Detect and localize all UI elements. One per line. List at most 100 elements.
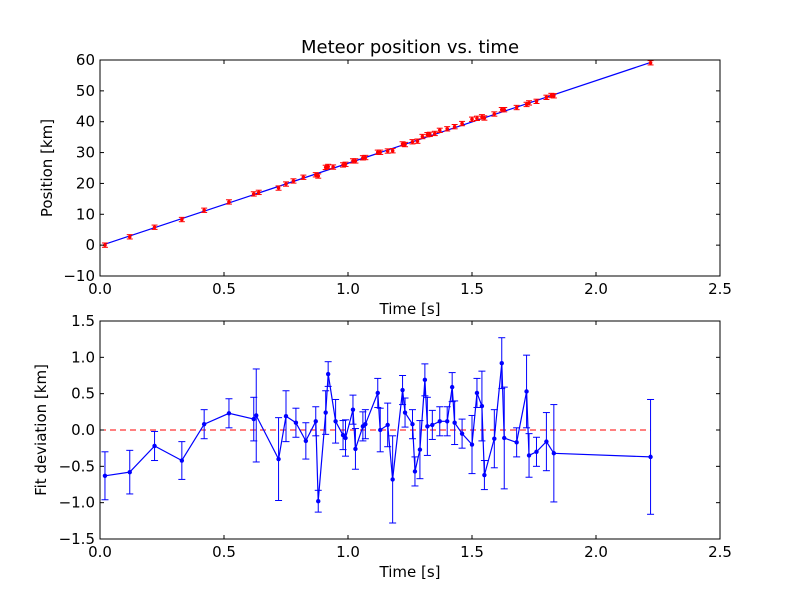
- deviation-point: [363, 421, 368, 427]
- deviation-point: [544, 439, 549, 444]
- position-point: [316, 174, 321, 178]
- deviation-point: [492, 436, 497, 441]
- deviation-point: [152, 443, 157, 449]
- position-point: [492, 112, 497, 116]
- position-point: [202, 208, 206, 213]
- deviation-point: [343, 435, 348, 441]
- position-point: [152, 225, 157, 230]
- deviation-point: [254, 413, 259, 418]
- position-point: [103, 243, 107, 247]
- y-tick-label: −10: [63, 267, 95, 285]
- deviation-point: [502, 435, 507, 441]
- x-tick-label: 0.0: [88, 280, 112, 298]
- position-point: [648, 60, 653, 65]
- x-tick-label: 1.0: [336, 543, 360, 561]
- deviation-point: [449, 384, 455, 390]
- position-plot-x-ticks: 0.0 0.5 1.0 1.5 2.0 2.5: [88, 60, 732, 298]
- position-point: [385, 149, 390, 153]
- position-point: [284, 182, 288, 186]
- position-plot: Meteor position vs. time 0.0 0.5 1.0 1.5 2.0…: [38, 37, 732, 318]
- deviation-point: [102, 473, 108, 478]
- x-tick-label: 2.0: [584, 280, 608, 298]
- deviation-point: [422, 377, 428, 383]
- deviation-point: [551, 451, 557, 456]
- deviation-point: [353, 446, 358, 452]
- position-point: [415, 139, 420, 143]
- deviation-point: [425, 424, 430, 429]
- position-point: [420, 134, 425, 139]
- deviation-point: [534, 449, 539, 454]
- deviation-point: [283, 413, 289, 419]
- position-point: [180, 217, 184, 222]
- x-tick-label: 1.5: [460, 543, 484, 561]
- deviation-point: [524, 389, 529, 394]
- deviation-point: [375, 390, 380, 396]
- position-point: [470, 117, 474, 122]
- deviation-point: [445, 419, 450, 424]
- deviation-point: [350, 407, 356, 412]
- position-point: [544, 95, 549, 100]
- deviation-point: [127, 469, 132, 475]
- position-point: [343, 162, 348, 167]
- x-tick-label: 1.0: [336, 280, 360, 298]
- y-tick-label: 40: [76, 113, 95, 131]
- deviation-point: [514, 440, 519, 445]
- deviation-point: [474, 390, 480, 396]
- y-tick-label: 50: [76, 82, 95, 100]
- position-point: [475, 116, 479, 121]
- y-tick-label: 30: [76, 144, 95, 162]
- position-point: [256, 190, 261, 195]
- position-point: [428, 132, 432, 137]
- deviation-point: [378, 427, 383, 433]
- position-point: [301, 175, 306, 180]
- position-plot-data: [101, 60, 654, 248]
- position-point: [433, 131, 437, 136]
- deviation-point: [437, 419, 442, 424]
- x-tick-label: 2.5: [708, 543, 732, 561]
- deviation-plot-data: [100, 337, 655, 524]
- x-tick-label: 0.5: [212, 543, 236, 561]
- position-point: [527, 101, 531, 105]
- deviation-plot-x-ticks: 0.0 0.5 1.0 1.5 2.0 2.5: [88, 321, 732, 561]
- position-point: [514, 105, 519, 110]
- deviation-point: [452, 420, 457, 425]
- deviation-point: [179, 458, 185, 463]
- position-point: [227, 200, 231, 204]
- deviation-point: [325, 371, 331, 377]
- position-point: [403, 142, 407, 147]
- deviation-point: [340, 432, 346, 438]
- y-tick-label: 0: [85, 236, 95, 254]
- position-point: [460, 121, 464, 126]
- x-tick-label: 0.5: [212, 280, 236, 298]
- position-point: [482, 116, 487, 120]
- deviation-point: [390, 477, 395, 482]
- y-tick-label: −1.5: [59, 530, 95, 548]
- deviation-plot: 0.0 0.5 1.0 1.5 2.0 2.5 −1.5 −1.0 −0.5 0.0 0.5 1.0…: [32, 312, 732, 581]
- position-point: [351, 159, 355, 163]
- deviation-point: [402, 410, 408, 415]
- deviation-point: [385, 422, 390, 428]
- position-point: [291, 179, 296, 183]
- y-tick-label: 0.5: [71, 385, 95, 403]
- deviation-point: [412, 469, 418, 474]
- position-point: [445, 127, 450, 131]
- deviation-point: [410, 421, 415, 427]
- deviation-plot-y-label: Fit deviation [km]: [32, 364, 50, 496]
- deviation-plot-x-label: Time [s]: [379, 563, 441, 581]
- deviation-point: [201, 421, 207, 427]
- position-point: [251, 192, 256, 196]
- deviation-point: [499, 360, 504, 366]
- y-tick-label: −0.5: [59, 457, 95, 475]
- y-tick-label: 0.0: [71, 421, 95, 439]
- deviation-point: [400, 387, 405, 393]
- position-plot-y-label: Position [km]: [38, 119, 56, 217]
- y-tick-label: 1.0: [71, 348, 95, 366]
- deviation-point: [226, 411, 232, 416]
- deviation-point: [323, 410, 328, 415]
- y-tick-label: 1.5: [71, 312, 95, 330]
- position-point: [534, 99, 539, 104]
- position-point: [552, 93, 556, 98]
- deviation-point: [333, 419, 338, 424]
- deviation-point: [469, 442, 475, 447]
